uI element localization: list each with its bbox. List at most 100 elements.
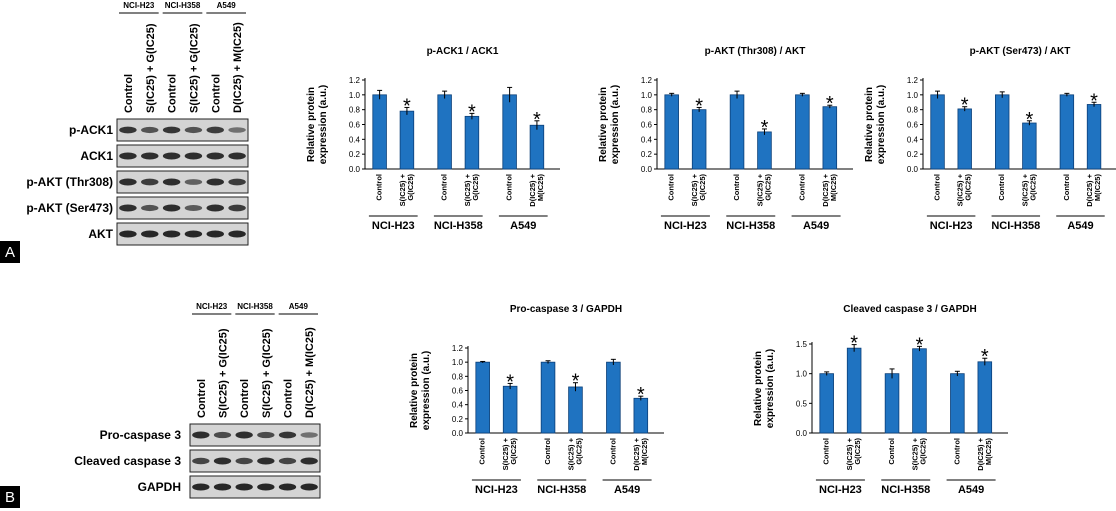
chart-title: Cleaved caspase 3 / GAPDH bbox=[843, 304, 976, 315]
blot-band bbox=[228, 230, 246, 238]
category-label: G(IC25) bbox=[406, 173, 415, 200]
category-label: M(IC25) bbox=[984, 438, 993, 466]
significance-star: * bbox=[961, 95, 969, 117]
y-axis-label: Relative protein bbox=[306, 87, 317, 162]
western-blot-a: NCI-H23 NCI-H358 A549 Control S(IC25) + G(IC… bbox=[26, 1, 249, 246]
bar-chart-2: p-AKT (Thr308) / AKT Relative protein expr… bbox=[598, 46, 853, 232]
blot-band bbox=[235, 483, 253, 491]
bar bbox=[464, 115, 480, 170]
y-tick-label: 0.6 bbox=[452, 387, 464, 396]
blot-band bbox=[119, 152, 137, 160]
bar-chart-4: Pro-caspase 3 / GAPDH Relative protein exp… bbox=[409, 304, 664, 496]
significance-star: * bbox=[850, 333, 858, 355]
y-tick-label: 1.0 bbox=[796, 370, 808, 379]
group-label: NCI-H23 bbox=[930, 220, 973, 232]
y-axis-label: expression (a.u.) bbox=[318, 85, 329, 164]
category-label: S(IC25) + bbox=[755, 173, 764, 206]
blot-group-header: NCI-H23 bbox=[123, 1, 155, 10]
y-tick-label: 1.2 bbox=[349, 76, 361, 85]
blot-lane-label: Control bbox=[239, 379, 251, 418]
blot-strip bbox=[116, 144, 249, 168]
category-label: M(IC25) bbox=[829, 174, 838, 202]
category-label: Control bbox=[887, 438, 896, 465]
blot-band bbox=[228, 152, 246, 160]
blot-lane-label: Control bbox=[123, 74, 135, 113]
significance-star: * bbox=[403, 95, 411, 117]
bar bbox=[437, 94, 452, 170]
blot-row-label: Cleaved caspase 3 bbox=[74, 454, 181, 468]
category-label: G(IC25) bbox=[698, 173, 707, 200]
y-tick-label: 0.6 bbox=[349, 121, 361, 130]
blot-band bbox=[162, 178, 181, 186]
blot-row-label: p-AKT (Ser473) bbox=[26, 201, 113, 215]
bar bbox=[912, 348, 927, 434]
category-label: D(IC25) + bbox=[976, 437, 985, 470]
blot-band bbox=[206, 152, 224, 160]
blot-band bbox=[213, 431, 232, 439]
blot-band bbox=[206, 178, 224, 186]
bar bbox=[664, 94, 679, 170]
bar bbox=[1086, 104, 1102, 170]
blot-row-label: p-ACK1 bbox=[69, 123, 113, 137]
blot-band bbox=[141, 230, 159, 238]
chart-title: p-AKT (Ser473) / AKT bbox=[970, 46, 1071, 57]
y-tick-label: 0.2 bbox=[641, 150, 653, 159]
category-label: D(IC25) + bbox=[528, 173, 537, 206]
group-label: NCI-H23 bbox=[664, 220, 707, 232]
category-label: Control bbox=[1062, 174, 1071, 201]
blot-group-header: A549 bbox=[289, 302, 309, 311]
panel-letter-box bbox=[0, 241, 20, 263]
blot-group-header: A549 bbox=[217, 1, 237, 10]
blot-lane-label: Control bbox=[196, 379, 208, 418]
blot-lane-label: Control bbox=[167, 74, 179, 113]
blot-band bbox=[300, 483, 318, 491]
category-label: G(IC25) bbox=[471, 173, 480, 200]
y-tick-label: 0.6 bbox=[641, 121, 653, 130]
blot-row-label: GAPDH bbox=[138, 480, 181, 494]
blot-lane-label: Control bbox=[283, 379, 295, 418]
category-label: S(IC25) + bbox=[845, 437, 854, 470]
blot-band bbox=[257, 457, 275, 465]
panel-letter: A bbox=[5, 244, 15, 261]
bar bbox=[540, 361, 556, 434]
blot-band bbox=[278, 457, 297, 465]
bar bbox=[884, 373, 900, 434]
blot-band bbox=[300, 457, 318, 465]
blot-band bbox=[278, 483, 297, 491]
category-label: Control bbox=[478, 438, 487, 465]
y-tick-label: 1.0 bbox=[349, 91, 361, 100]
category-label: S(IC25) + bbox=[398, 173, 407, 206]
y-tick-label: 0.4 bbox=[641, 135, 653, 144]
category-label: G(IC25) bbox=[763, 173, 772, 200]
blot-band bbox=[228, 178, 246, 186]
group-label: NCI-H358 bbox=[881, 484, 930, 496]
significance-star: * bbox=[1090, 90, 1098, 112]
y-tick-label: 0.0 bbox=[641, 165, 653, 174]
bar bbox=[399, 110, 415, 170]
category-label: Control bbox=[505, 174, 514, 201]
blot-band bbox=[228, 204, 246, 212]
y-tick-label: 0.8 bbox=[452, 372, 464, 381]
blot-lane-label: S(IC25) + G(IC25) bbox=[188, 23, 200, 113]
blot-strip bbox=[189, 475, 321, 499]
category-label: Control bbox=[797, 174, 806, 201]
blot-lane-label: D(IC25) + M(IC25) bbox=[232, 22, 244, 113]
category-label: S(IC25) + bbox=[501, 437, 510, 470]
blot-band bbox=[141, 178, 159, 186]
significance-star: * bbox=[916, 334, 924, 356]
group-label: A549 bbox=[614, 484, 640, 496]
blot-lane-label: S(IC25) + G(IC25) bbox=[261, 328, 273, 418]
significance-star: * bbox=[506, 371, 514, 393]
blot-row-label: p-AKT (Thr308) bbox=[26, 175, 113, 189]
y-tick-label: 1.0 bbox=[452, 358, 464, 367]
blot-band bbox=[206, 126, 224, 134]
y-axis-label: expression (a.u.) bbox=[876, 85, 887, 164]
bar bbox=[977, 361, 993, 434]
blot-lane-label: S(IC25) + G(IC25) bbox=[145, 23, 157, 113]
category-label: D(IC25) + bbox=[821, 173, 830, 206]
blot-band bbox=[257, 431, 275, 439]
significance-star: * bbox=[981, 346, 989, 368]
y-axis-label: expression (a.u.) bbox=[610, 85, 621, 164]
bar bbox=[930, 94, 945, 170]
group-label: NCI-H358 bbox=[726, 220, 775, 232]
